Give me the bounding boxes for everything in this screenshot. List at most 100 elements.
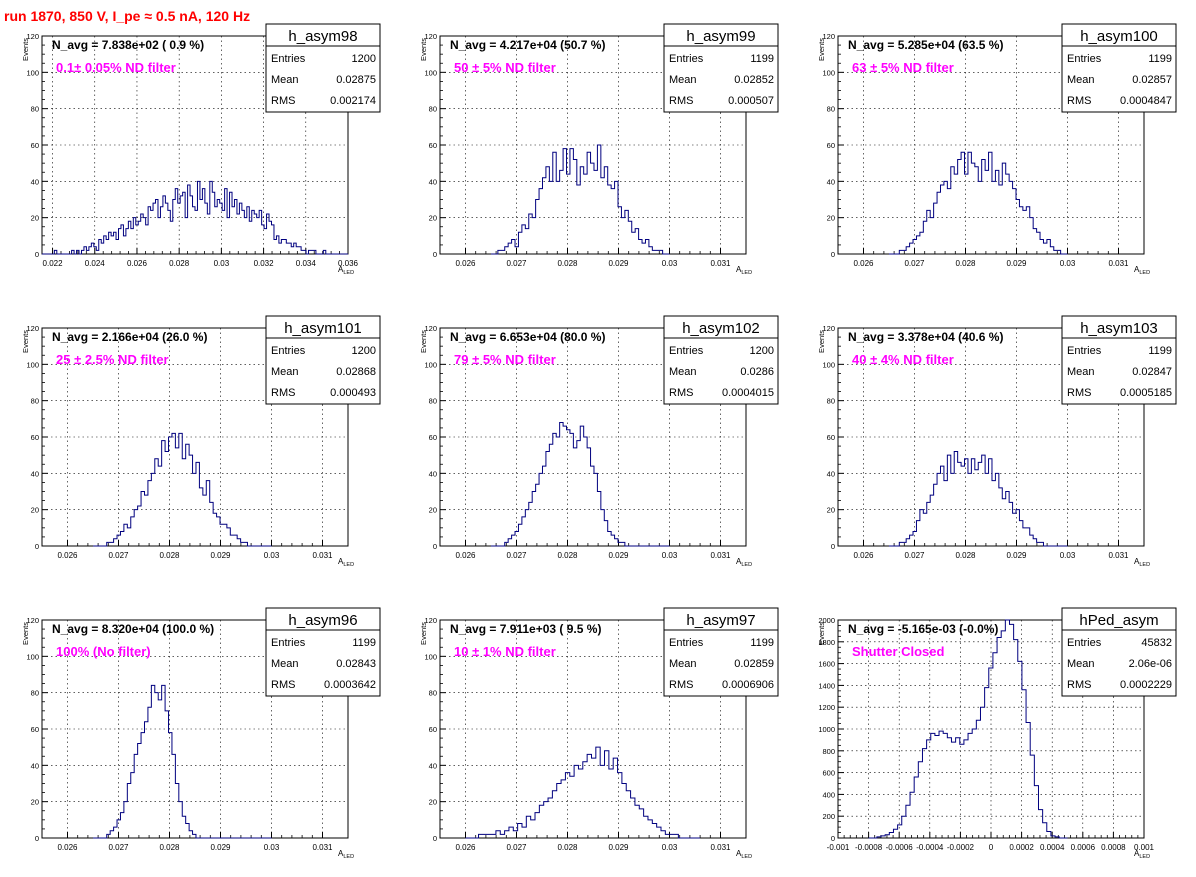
y-tick-label: 20 — [31, 506, 39, 515]
stats-mean-value: 0.02859 — [734, 658, 774, 670]
x-tick-label: 0.03 — [264, 551, 280, 560]
x-tick-label: 0.03 — [662, 843, 678, 852]
x-tick-label: 0.027 — [904, 551, 925, 560]
panel-h_asym97: 0.026 0.027 0.028 0.029 0.03 0.031 0 20 40 60 80 10… — [419, 607, 779, 860]
histogram-line — [93, 684, 272, 839]
y-tick-label: 80 — [827, 105, 835, 114]
stats-entries-value: 1200 — [352, 53, 376, 65]
y-tick-label: 40 — [429, 177, 437, 186]
hist-name: h_asym100 — [1080, 28, 1158, 45]
stats-mean-label: Mean — [271, 366, 299, 378]
y-tick-label: 0 — [831, 250, 835, 259]
y-tick-label: 100 — [822, 360, 835, 369]
stats-rms-label: RMS — [1067, 95, 1091, 107]
y-tick-label: 100 — [822, 68, 835, 77]
stats-entries-value: 1199 — [750, 637, 774, 649]
x-tick-label: 0.027 — [506, 259, 527, 268]
stats-rms-label: RMS — [669, 95, 693, 107]
y-tick-label: 100 — [26, 68, 39, 77]
x-tick-label: 0.03 — [1060, 259, 1076, 268]
x-axis-label-main: A — [736, 849, 742, 858]
y-tick-label: 120 — [26, 324, 39, 333]
stats-rms-value: 0.0005185 — [1120, 387, 1172, 399]
navg-label: N_avg = 3.378e+04 (40.6 %) — [848, 330, 1003, 344]
stats-entries-label: Entries — [271, 637, 306, 649]
stats-entries-value: 1199 — [1148, 53, 1172, 65]
x-tick-label: 0.001 — [1134, 843, 1155, 852]
histogram-line — [868, 619, 1068, 839]
panel-h_asym102: 0.026 0.027 0.028 0.029 0.03 0.031 0 20 40 60 80 10… — [419, 315, 779, 568]
x-tick-label: -0.0006 — [886, 843, 914, 852]
figure-title: run 1870, 850 V, I_pe ≈ 0.5 nA, 120 Hz — [4, 8, 251, 24]
navg-label: N_avg = 7.838e+02 ( 0.9 %) — [52, 38, 204, 52]
filter-annotation: Shutter Closed — [852, 644, 945, 659]
x-tick-label: 0.031 — [312, 551, 333, 560]
stats-entries-value: 1199 — [1148, 345, 1172, 357]
stats-entries-label: Entries — [271, 53, 306, 65]
x-axis-label-sub: LED — [1139, 562, 1150, 568]
x-axis-label-sub: LED — [741, 854, 752, 860]
y-axis-label: Events — [817, 330, 826, 353]
stats-box — [1061, 23, 1177, 113]
stats-mean-value: 0.02847 — [1132, 366, 1172, 378]
x-tick-label: 0.027 — [108, 551, 129, 560]
panel-h_asym96: 0.026 0.027 0.028 0.029 0.03 0.031 0 20 40 60 80 10… — [21, 607, 381, 860]
y-tick-label: 40 — [31, 761, 39, 770]
x-axis-label: ALED — [1134, 265, 1150, 276]
stats-box — [1061, 315, 1177, 405]
stats-mean-label: Mean — [669, 658, 697, 670]
stats-mean-label: Mean — [271, 658, 299, 670]
stats-entries-value: 1200 — [750, 345, 774, 357]
y-tick-label: 80 — [31, 689, 39, 698]
x-axis-label: ALED — [338, 265, 354, 276]
panel-h_asym101: 0.026 0.027 0.028 0.029 0.03 0.031 0 20 40 60 80 10… — [21, 315, 381, 568]
x-tick-label: -0.0004 — [916, 843, 944, 852]
x-tick-label: 0.029 — [1006, 259, 1027, 268]
y-tick-label: 40 — [429, 761, 437, 770]
stats-rms-label: RMS — [271, 95, 295, 107]
stats-entries-label: Entries — [1067, 53, 1102, 65]
y-tick-label: 60 — [827, 141, 835, 150]
navg-label: N_avg = 8.320e+04 (100.0 %) — [52, 622, 214, 636]
x-axis-label-sub: LED — [343, 270, 354, 276]
stats-entries-label: Entries — [669, 637, 704, 649]
x-tick-label: 0.03 — [264, 843, 280, 852]
stats-entries-value: 1200 — [352, 345, 376, 357]
y-tick-label: 20 — [429, 506, 437, 515]
y-tick-label: 80 — [31, 105, 39, 114]
histogram-line — [491, 421, 670, 547]
histogram-line — [42, 180, 348, 255]
histogram-line — [465, 746, 701, 839]
stats-mean-value: 0.02875 — [336, 74, 376, 86]
stats-rms-label: RMS — [1067, 679, 1091, 691]
y-tick-label: 1200 — [818, 703, 835, 712]
y-tick-label: 120 — [26, 616, 39, 625]
x-tick-label: 0.028 — [955, 551, 976, 560]
y-tick-label: 1800 — [818, 638, 835, 647]
panel-hPed_asym: -0.001 -0.0008 -0.0006 -0.0004 -0.0002 0 0.000… — [817, 607, 1177, 860]
stats-mean-value: 0.02857 — [1132, 74, 1172, 86]
y-tick-label: 120 — [424, 616, 437, 625]
stats-rms-value: 0.0006906 — [722, 679, 774, 691]
y-tick-label: 0 — [433, 834, 437, 843]
x-tick-label: 0.034 — [296, 259, 317, 268]
x-tick-label: 0.028 — [169, 259, 190, 268]
stats-mean-value: 0.0286 — [740, 366, 774, 378]
stats-mean-label: Mean — [1067, 74, 1095, 86]
y-tick-label: 1600 — [818, 660, 835, 669]
filter-annotation: 40 ± 4% ND filter — [852, 352, 954, 367]
x-tick-label: 0.031 — [1108, 259, 1129, 268]
y-tick-label: 60 — [429, 141, 437, 150]
stats-rms-value: 0.0003642 — [324, 679, 376, 691]
x-tick-label: 0.0002 — [1009, 843, 1034, 852]
y-tick-label: 60 — [31, 433, 39, 442]
y-axis-label: Events — [21, 38, 30, 61]
x-axis-label: ALED — [736, 557, 752, 568]
stats-box — [265, 315, 381, 405]
x-axis-label: ALED — [736, 265, 752, 276]
y-tick-label: 40 — [827, 469, 835, 478]
y-tick-label: 20 — [31, 214, 39, 223]
panel-h_asym99: 0.026 0.027 0.028 0.029 0.03 0.031 0 20 40 60 80 10… — [419, 23, 779, 276]
stats-entries-value: 1199 — [352, 637, 376, 649]
y-tick-label: 60 — [429, 725, 437, 734]
